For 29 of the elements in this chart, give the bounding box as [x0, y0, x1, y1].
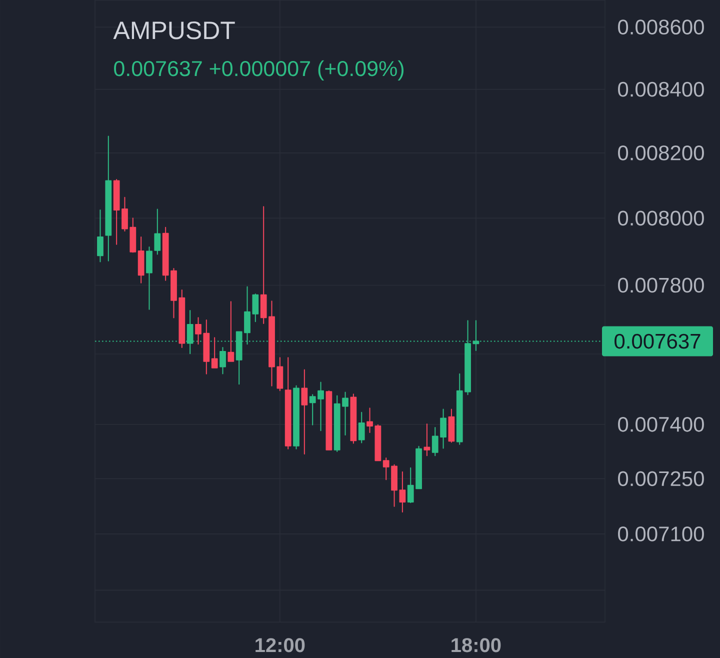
text: 0.007637 +0.000007 (+0.09%): [114, 60, 404, 80]
candlestick: [138, 236, 144, 284]
candlestick: [146, 246, 152, 310]
y-tick-label: 0.008000: [618, 210, 704, 226]
candlestick: [220, 347, 226, 374]
text: AMPUSDT: [113, 22, 235, 40]
candlestick: [358, 412, 365, 444]
ref-line-label: 0.007637: [614, 334, 700, 349]
candlestick: [284, 357, 292, 450]
x-tick-label: 18:00: [452, 638, 501, 652]
y-tick-label: 0.007400: [618, 416, 704, 432]
y-tick-label: 0.007250: [618, 471, 704, 486]
candlestick: [105, 136, 112, 262]
candlestick: [350, 394, 357, 444]
candlestick: [228, 301, 234, 362]
candlestick: [211, 337, 218, 368]
candlestick: [97, 209, 104, 262]
x-tick-label: 12:00: [256, 638, 305, 652]
candlestick: [424, 423, 430, 456]
y-tick-label: 0.008200: [618, 146, 704, 160]
candlestick: [293, 385, 300, 450]
y-tick-label: 0.007100: [618, 526, 704, 542]
candlestick: [154, 208, 161, 255]
y-tick-label: 0.008600: [618, 20, 704, 35]
candlestick: [301, 369, 308, 455]
candlestick: [326, 390, 332, 450]
y-tick-label: 0.007800: [618, 278, 704, 293]
y-tick-label: 0.008400: [618, 82, 704, 97]
candlestick: [448, 408, 455, 443]
